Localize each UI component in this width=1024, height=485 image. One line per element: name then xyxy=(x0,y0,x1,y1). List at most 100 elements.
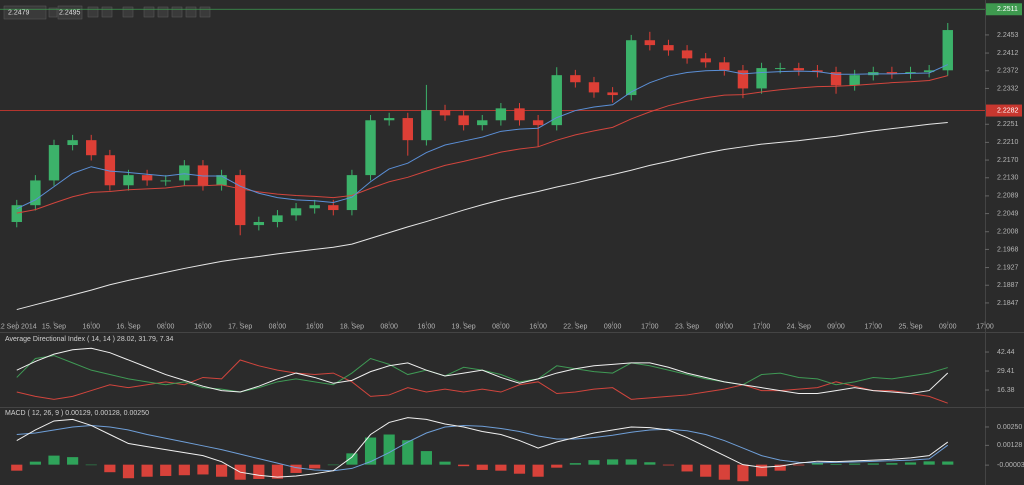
histogram-bar xyxy=(793,464,805,466)
candle-body xyxy=(830,72,842,86)
qty-icon[interactable] xyxy=(48,7,58,18)
histogram-bar xyxy=(849,463,861,465)
candle-body xyxy=(477,120,488,126)
candle-body xyxy=(290,208,302,216)
histogram-bar xyxy=(402,440,414,465)
candle-body xyxy=(849,75,860,86)
candle-body xyxy=(86,140,97,156)
histogram-bar xyxy=(29,461,41,465)
histogram-bar xyxy=(178,464,190,476)
histogram-bar xyxy=(215,464,228,477)
histogram-bar xyxy=(700,464,712,477)
histogram-bar xyxy=(755,464,768,477)
candle-body xyxy=(123,175,134,186)
indicator-line xyxy=(16,64,948,210)
price-marker-box xyxy=(986,104,1022,117)
settings-button[interactable] xyxy=(199,6,211,18)
candle-body xyxy=(160,180,171,182)
histogram-bar xyxy=(904,462,917,465)
y-tick-label: 2.2049 xyxy=(997,210,1019,217)
candle-body xyxy=(67,140,78,146)
candle-body xyxy=(346,175,358,211)
x-tick-label: 15. Sep xyxy=(42,323,66,330)
x-tick-label: 08:00 xyxy=(380,323,398,330)
ask-price: 2.2495 xyxy=(59,9,81,16)
candle-body xyxy=(365,120,376,176)
candle-body xyxy=(48,145,60,181)
indicators-button[interactable] xyxy=(157,6,169,18)
histogram-bar xyxy=(11,464,23,471)
y-tick-label: 2.2008 xyxy=(997,229,1019,236)
candle-body xyxy=(905,72,916,74)
x-tick-label: 16:00 xyxy=(306,323,324,330)
candle-body xyxy=(551,75,562,126)
candle-body xyxy=(141,175,153,181)
histogram-bar xyxy=(364,437,377,465)
template-button[interactable] xyxy=(185,6,197,18)
histogram-bar xyxy=(290,464,302,473)
histogram-bar xyxy=(942,461,954,465)
y-tick-label: -0.00003 xyxy=(997,462,1024,469)
candle-body xyxy=(644,40,656,46)
candle-body xyxy=(383,118,395,121)
candle-body xyxy=(588,82,600,93)
histogram-bar xyxy=(122,464,135,479)
histogram-bar xyxy=(588,460,600,465)
x-tick-label: 12 Sep 2014 xyxy=(0,323,37,330)
candle-body xyxy=(197,165,209,186)
indicator-line xyxy=(16,359,948,404)
candle-body xyxy=(439,110,451,116)
y-tick-label: 0.00128 xyxy=(997,442,1022,449)
x-tick-label: 25. Sep xyxy=(898,323,922,330)
candle-body xyxy=(737,70,749,89)
x-tick-label: 08:00 xyxy=(492,323,510,330)
y-tick-label: 2.2372 xyxy=(997,68,1019,75)
candle-body xyxy=(11,205,22,222)
candle-body xyxy=(495,108,507,121)
histogram-bar xyxy=(420,451,432,465)
candle-body xyxy=(179,165,190,181)
y-tick-label: 16.38 xyxy=(997,387,1015,394)
candle-body xyxy=(514,108,525,121)
histogram-bar xyxy=(532,464,544,477)
histogram-bar xyxy=(253,464,265,479)
candle-body xyxy=(234,175,246,226)
drawing-button[interactable] xyxy=(171,6,183,18)
x-tick-label: 16:00 xyxy=(529,323,547,330)
histogram-bar xyxy=(737,464,749,482)
histogram-bar xyxy=(774,464,786,471)
x-tick-label: 24. Sep xyxy=(787,323,811,330)
y-tick-label: 2.2170 xyxy=(997,157,1019,164)
candle-body xyxy=(272,215,283,222)
x-tick-label: 08:00 xyxy=(157,323,175,330)
histogram-bar xyxy=(67,457,79,465)
y-tick-label: 2.2089 xyxy=(997,193,1019,200)
zoom-in-button[interactable] xyxy=(87,6,99,18)
price-marker-label: 2.2511 xyxy=(997,6,1018,13)
x-tick-label: 16:00 xyxy=(82,323,100,330)
indicator-line xyxy=(16,75,948,214)
crosshair-button[interactable] xyxy=(122,6,134,18)
candle-body xyxy=(886,72,898,74)
candle-body xyxy=(663,45,674,51)
x-tick-label: 19. Sep xyxy=(452,323,476,330)
indicator-line xyxy=(16,121,948,311)
histogram-bar xyxy=(811,463,824,465)
x-tick-label: 18. Sep xyxy=(340,323,364,330)
price-marker-box xyxy=(986,3,1022,16)
y-tick-label: 2.2210 xyxy=(997,139,1019,146)
histogram-bar xyxy=(495,464,507,471)
zoom-out-button[interactable] xyxy=(101,6,113,18)
histogram-bar xyxy=(346,453,358,465)
y-tick-label: 2.2412 xyxy=(997,50,1019,57)
y-tick-label: 2.1847 xyxy=(997,300,1019,307)
indicator-line xyxy=(16,417,949,478)
candle-body xyxy=(942,30,953,71)
histogram-bar xyxy=(383,434,395,465)
indicator-line xyxy=(16,424,949,472)
histogram-bar xyxy=(104,464,116,473)
chart-type-button[interactable] xyxy=(143,6,155,18)
histogram-bar xyxy=(309,464,321,469)
x-tick-label: 16:00 xyxy=(418,323,436,330)
